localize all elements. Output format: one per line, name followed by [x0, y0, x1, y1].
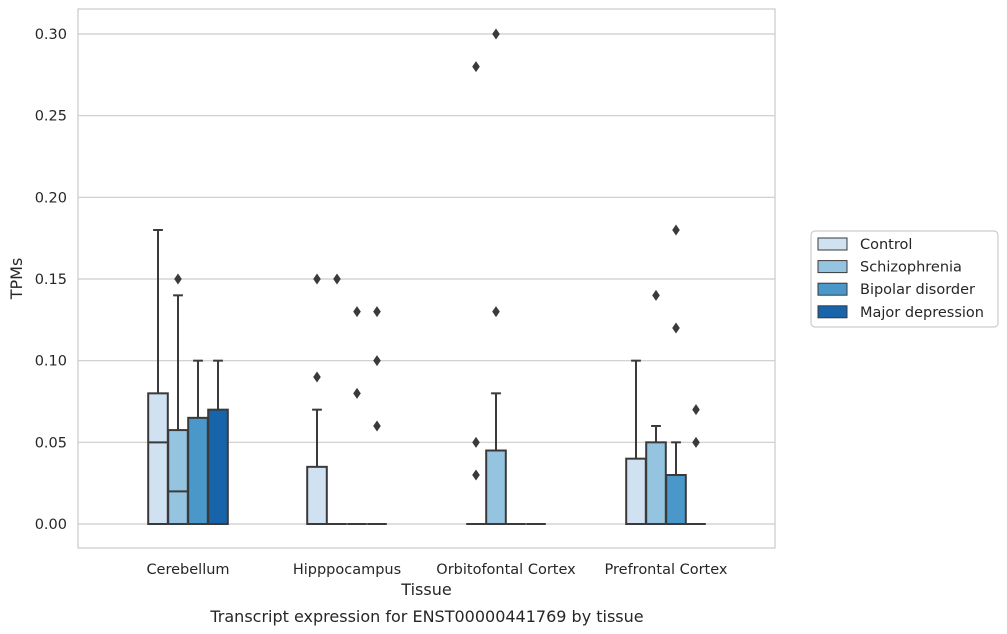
- box: [645, 441, 667, 526]
- y-tick-label: 0.25: [35, 109, 67, 125]
- outlier-point: [492, 306, 500, 318]
- outlier-point: [492, 28, 500, 40]
- box-group: [207, 359, 229, 525]
- y-tick-label: 0.05: [35, 435, 67, 451]
- box: [625, 457, 647, 525]
- box: [306, 465, 328, 526]
- plot-area-frame: [77, 8, 776, 549]
- x-tick-labels: Cerebellum Hipppocampus Orbitofontal Corte…: [146, 562, 727, 578]
- outlier-point: [692, 404, 700, 416]
- y-tick-label: 0.10: [35, 354, 67, 370]
- box: [147, 392, 169, 526]
- outlier-point: [353, 387, 361, 399]
- outlier-point: [313, 371, 321, 383]
- outlier-point: [472, 61, 480, 73]
- box-group: [147, 229, 169, 526]
- y-tick-label: 0.20: [35, 190, 67, 206]
- boxes-layer: [147, 28, 706, 526]
- y-tick-labels: 0.00 0.05 0.10 0.15 0.20 0.25 0.30: [35, 27, 67, 533]
- legend-label: Bipolar disorder: [860, 282, 975, 298]
- box-group: [347, 306, 367, 525]
- figure-caption: Transcript expression for ENST0000044176…: [209, 607, 643, 626]
- outlier-point: [692, 436, 700, 448]
- outlier-point: [373, 420, 381, 432]
- x-tick-label: Orbitofontal Cortex: [436, 562, 576, 578]
- legend-swatch: [817, 305, 848, 319]
- box-group: [187, 359, 209, 526]
- y-tick-label: 0.00: [35, 517, 67, 533]
- box-group: [686, 404, 706, 525]
- outlier-point: [672, 322, 680, 334]
- legend-label: Schizophrenia: [860, 260, 962, 276]
- box: [665, 474, 687, 525]
- box-group: [645, 289, 667, 526]
- outlier-point: [652, 289, 660, 301]
- legend-label: Major depression: [860, 305, 984, 321]
- outlier-point: [174, 273, 182, 285]
- outlier-point: [313, 273, 321, 285]
- x-axis-title: Tissue: [400, 580, 451, 599]
- box-group: [665, 224, 687, 525]
- x-tick-label: Hipppocampus: [293, 562, 401, 578]
- legend-swatch: [817, 282, 848, 296]
- outlier-point: [373, 355, 381, 367]
- y-tick-label: 0.30: [35, 27, 67, 43]
- box-group: [367, 306, 387, 525]
- box: [187, 416, 209, 526]
- y-axis-title: TPMs: [7, 258, 26, 301]
- outlier-point: [472, 436, 480, 448]
- x-tick-label: Prefrontal Cortex: [605, 562, 728, 578]
- legend-swatch: [817, 237, 848, 251]
- outlier-point: [472, 469, 480, 481]
- y-tick-label: 0.15: [35, 272, 67, 288]
- box: [167, 429, 189, 526]
- outlier-point: [373, 306, 381, 318]
- box-group: [466, 61, 486, 525]
- box: [207, 408, 229, 525]
- outlier-point: [333, 273, 341, 285]
- legend-frame: [810, 230, 999, 328]
- box: [485, 449, 507, 525]
- legend-swatch: [817, 260, 848, 274]
- box-group: [485, 28, 507, 525]
- x-tick-label: Cerebellum: [146, 562, 229, 578]
- box-group: [167, 273, 189, 526]
- box-group: [306, 273, 328, 526]
- outlier-point: [353, 306, 361, 318]
- outlier-point: [672, 224, 680, 236]
- legend-label: Control: [860, 237, 912, 253]
- box-group: [327, 273, 347, 525]
- legend: Control Schizophrenia Bipolar disorder Majo…: [810, 230, 999, 328]
